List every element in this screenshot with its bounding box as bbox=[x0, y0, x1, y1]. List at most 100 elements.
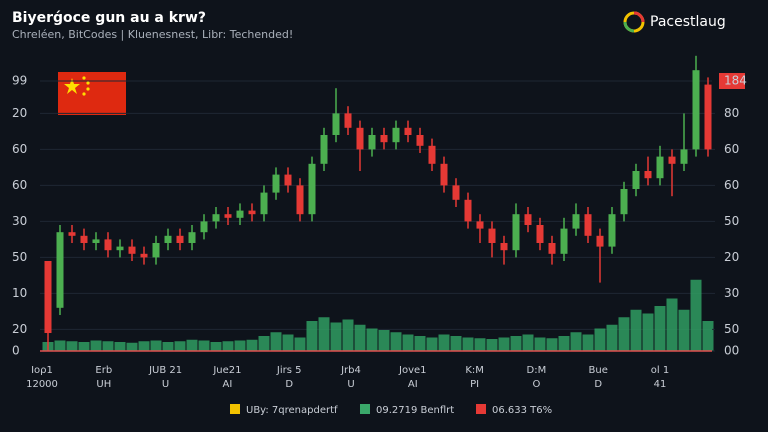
volume-bar bbox=[390, 332, 402, 351]
volume-bar bbox=[546, 338, 558, 351]
x-tick-label: Erb bbox=[95, 365, 112, 376]
volume-bar bbox=[210, 342, 222, 351]
candles bbox=[44, 55, 712, 351]
x-tick-label: AI bbox=[223, 379, 233, 390]
volume-bar bbox=[486, 339, 498, 351]
volume-bar bbox=[138, 341, 150, 351]
candle-body bbox=[488, 228, 496, 243]
candle-body bbox=[200, 221, 208, 233]
legend-swatch bbox=[360, 404, 370, 414]
x-tick-label: U bbox=[162, 379, 169, 390]
candle-body bbox=[524, 214, 532, 225]
volume-bar bbox=[450, 336, 462, 351]
y2-tick-label: 50 bbox=[724, 214, 739, 228]
legend-label: 09.2719 Benflrt bbox=[376, 405, 454, 416]
candle-body bbox=[428, 145, 436, 164]
x-tick-label: ol 1 bbox=[651, 365, 669, 376]
candle-body bbox=[548, 243, 556, 254]
y-tick-label: 30 bbox=[12, 214, 27, 228]
candle-body bbox=[404, 127, 412, 135]
volume-bar bbox=[54, 340, 66, 351]
logo-text: Pacestlaug bbox=[650, 14, 726, 30]
x-tick-label: O bbox=[532, 379, 540, 390]
y-tick-label: 99 bbox=[12, 74, 27, 88]
candle-body bbox=[476, 221, 484, 229]
candle-body bbox=[332, 113, 340, 135]
candle-body bbox=[272, 174, 280, 193]
volume-bar bbox=[606, 324, 618, 351]
volume-bar bbox=[378, 330, 390, 351]
volume-bars bbox=[42, 279, 714, 351]
candle-body bbox=[416, 135, 424, 146]
candle-body bbox=[632, 171, 640, 189]
price-tag bbox=[719, 73, 745, 89]
y2-tick-label: 80 bbox=[724, 106, 739, 120]
volume-bar bbox=[66, 341, 78, 351]
chart-subtitle: Chreléen, BitCodes | Kluenesnest, Libr: … bbox=[12, 28, 293, 41]
candle-body bbox=[56, 232, 64, 308]
volume-bar bbox=[426, 337, 438, 351]
volume-bar bbox=[582, 334, 594, 351]
volume-bar bbox=[654, 306, 666, 351]
volume-bar bbox=[438, 334, 450, 351]
legend-swatch bbox=[230, 404, 240, 414]
x-tick-label: Jove1 bbox=[398, 365, 427, 376]
candle-body bbox=[176, 235, 184, 243]
candle-body bbox=[140, 253, 148, 258]
volume-bar bbox=[246, 339, 258, 351]
candle-body bbox=[536, 225, 544, 243]
volume-bar bbox=[534, 337, 546, 351]
candle-body bbox=[704, 84, 712, 150]
volume-bar bbox=[222, 341, 234, 351]
x-tick-label: Ιορ1 bbox=[31, 365, 53, 376]
candle-body bbox=[440, 163, 448, 186]
y2-tick-label: 20 bbox=[724, 250, 739, 264]
volume-bar bbox=[462, 337, 474, 351]
candle-body bbox=[128, 246, 136, 254]
volume-bar bbox=[402, 334, 414, 351]
candle-body bbox=[596, 235, 604, 247]
y-tick-label: 20 bbox=[12, 106, 27, 120]
x-tick-label: Bue bbox=[589, 365, 608, 376]
x-tick-label: D:M bbox=[527, 365, 547, 376]
volume-bar bbox=[570, 332, 582, 351]
y-tick-label: 50 bbox=[12, 250, 27, 264]
volume-bar bbox=[150, 340, 162, 351]
x-tick-label: JUB 21 bbox=[148, 365, 182, 376]
volume-bar bbox=[678, 309, 690, 351]
candle-body bbox=[320, 135, 328, 164]
candle-body bbox=[164, 235, 172, 243]
x-tick-label: U bbox=[347, 379, 354, 390]
candle-body bbox=[68, 232, 76, 236]
volume-bar bbox=[630, 309, 642, 351]
candle-body bbox=[560, 228, 568, 254]
y-tick-label: 20 bbox=[12, 322, 27, 336]
volume-bar bbox=[174, 341, 186, 351]
volume-bar bbox=[318, 317, 330, 351]
y-tick-label: 60 bbox=[12, 142, 27, 156]
candle-body bbox=[224, 214, 232, 218]
x-tick-label: 12000 bbox=[26, 379, 58, 390]
y2-tick-label: 30 bbox=[724, 286, 739, 300]
candle-body bbox=[344, 113, 352, 128]
candle-body bbox=[116, 246, 124, 251]
volume-bar bbox=[690, 279, 702, 351]
volume-bar bbox=[294, 337, 306, 351]
volume-bar bbox=[282, 334, 294, 351]
candle-body bbox=[656, 156, 664, 179]
volume-bar bbox=[474, 338, 486, 351]
candle-body bbox=[356, 127, 364, 150]
x-tick-label: D bbox=[285, 379, 293, 390]
candle-body bbox=[152, 243, 160, 258]
candle-body bbox=[380, 135, 388, 143]
volume-bar bbox=[198, 340, 210, 351]
x-tick-label: 41 bbox=[654, 379, 667, 390]
x-tick-label: Jrb4 bbox=[340, 365, 361, 376]
volume-bar bbox=[78, 342, 90, 351]
candle-body bbox=[668, 156, 676, 164]
y-tick-label: 0 bbox=[12, 344, 20, 358]
y2-tick-label: 184 bbox=[724, 74, 747, 88]
volume-bar bbox=[558, 336, 570, 351]
volume-bar bbox=[186, 339, 198, 351]
candle-body bbox=[572, 214, 580, 229]
